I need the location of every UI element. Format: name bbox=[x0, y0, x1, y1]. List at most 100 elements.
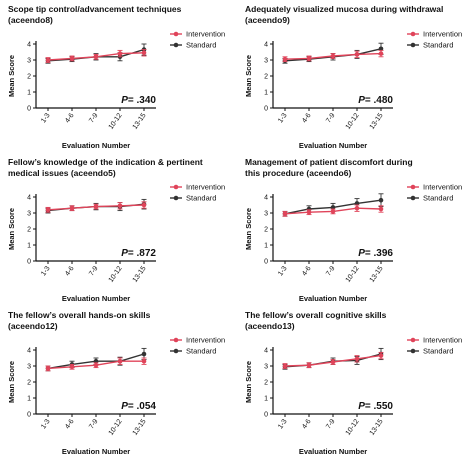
x-tick-label: 10-12 bbox=[108, 265, 124, 284]
y-axis-label: Mean Score bbox=[7, 208, 16, 250]
p-value: P= .550 bbox=[358, 401, 393, 412]
data-point bbox=[117, 51, 123, 56]
x-tick-label: 10-12 bbox=[345, 112, 361, 131]
chart-panel-5: The fellow’s overall hands-on skills (ace… bbox=[0, 306, 237, 464]
data-point bbox=[141, 50, 147, 56]
y-tick-label: 1 bbox=[264, 243, 268, 250]
p-value: P= .396 bbox=[358, 248, 393, 259]
series-intervention bbox=[45, 201, 147, 213]
x-tick-label: 13-15 bbox=[132, 418, 148, 437]
y-tick-label: 0 bbox=[264, 412, 268, 419]
x-tick-label: 4-6 bbox=[301, 112, 313, 124]
data-point bbox=[282, 56, 288, 62]
x-tick-label: 4-6 bbox=[301, 418, 313, 430]
x-tick-label: 1-3 bbox=[277, 112, 289, 124]
series-intervention bbox=[45, 49, 147, 63]
chart-panel-6: The fellow’s overall cognitive skills (ac… bbox=[237, 306, 474, 464]
y-tick-label: 3 bbox=[264, 211, 268, 218]
chart-title-line: (aceendo12) bbox=[8, 321, 58, 331]
data-point bbox=[306, 56, 312, 61]
chart-svg: Scope tip control/advancement techniques… bbox=[7, 4, 225, 150]
data-point bbox=[282, 363, 288, 369]
data-point bbox=[378, 197, 384, 203]
legend-label: Standard bbox=[186, 41, 216, 50]
x-tick-label: 4-6 bbox=[64, 265, 76, 277]
y-tick-label: 4 bbox=[264, 195, 268, 202]
x-tick-label: 10-12 bbox=[345, 418, 361, 437]
data-point bbox=[93, 204, 99, 209]
series-intervention bbox=[282, 49, 384, 63]
y-tick-label: 2 bbox=[264, 227, 268, 234]
data-point bbox=[93, 54, 99, 60]
data-point bbox=[45, 366, 51, 371]
y-tick-label: 4 bbox=[264, 42, 268, 49]
y-tick-label: 4 bbox=[27, 348, 31, 355]
legend-marker bbox=[173, 42, 179, 48]
legend-marker bbox=[173, 337, 179, 343]
legend-label: Standard bbox=[423, 194, 453, 203]
y-axis-label: Mean Score bbox=[7, 361, 16, 403]
chart-title-line: this procedure (aceendo6) bbox=[245, 168, 351, 178]
data-point bbox=[330, 209, 336, 214]
x-tick-label: 13-15 bbox=[132, 112, 148, 131]
x-tick-label: 7-9 bbox=[88, 418, 100, 430]
data-point bbox=[69, 364, 75, 370]
y-tick-label: 2 bbox=[27, 227, 31, 234]
legend-label: Intervention bbox=[186, 183, 225, 192]
x-tick-label: 7-9 bbox=[325, 112, 337, 124]
y-tick-label: 4 bbox=[264, 348, 268, 355]
y-axis-label: Mean Score bbox=[244, 361, 253, 403]
legend-label: Standard bbox=[423, 41, 453, 50]
data-point bbox=[69, 205, 75, 211]
data-point bbox=[306, 362, 312, 368]
chart-panel-1: Scope tip control/advancement techniques… bbox=[0, 0, 237, 158]
chart-svg: The fellow’s overall cognitive skills(ac… bbox=[244, 310, 462, 456]
series-intervention bbox=[282, 351, 384, 369]
data-point bbox=[354, 205, 360, 211]
x-axis-label: Evaluation Number bbox=[299, 447, 367, 456]
y-tick-label: 3 bbox=[27, 211, 31, 218]
data-point bbox=[378, 51, 384, 56]
legend-marker bbox=[410, 42, 416, 48]
chart-title-line: Scope tip control/advancement techniques bbox=[8, 4, 182, 14]
chart-title-line: The fellow’s overall cognitive skills bbox=[245, 310, 387, 320]
y-axis-label: Mean Score bbox=[244, 55, 253, 97]
chart-panel-3: Fellow’s knowledge of the indication & p… bbox=[0, 153, 237, 311]
y-tick-label: 1 bbox=[264, 396, 268, 403]
y-tick-label: 2 bbox=[27, 74, 31, 81]
chart-panel-4: Management of patient discomfort during t… bbox=[237, 153, 474, 311]
y-axis-label: Mean Score bbox=[244, 208, 253, 250]
data-point bbox=[141, 358, 147, 364]
y-tick-label: 4 bbox=[27, 42, 31, 49]
chart-svg: Management of patient discomfort duringt… bbox=[244, 157, 462, 303]
x-axis-label: Evaluation Number bbox=[299, 141, 367, 150]
y-tick-label: 3 bbox=[264, 58, 268, 65]
x-tick-label: 1-3 bbox=[40, 112, 52, 124]
chart-svg: Adequately visualized mucosa during with… bbox=[244, 4, 462, 150]
legend-marker bbox=[410, 195, 416, 201]
x-tick-label: 1-3 bbox=[40, 418, 52, 430]
legend-marker bbox=[173, 31, 179, 37]
data-point bbox=[117, 358, 123, 364]
chart-title-line: The fellow’s overall hands-on skills bbox=[8, 310, 151, 320]
y-tick-label: 0 bbox=[264, 259, 268, 266]
x-tick-label: 7-9 bbox=[88, 112, 100, 124]
legend-marker bbox=[410, 348, 416, 354]
legend-label: Intervention bbox=[186, 336, 225, 345]
data-point bbox=[378, 46, 384, 52]
y-tick-label: 3 bbox=[27, 364, 31, 371]
chart-title-line: Fellow’s knowledge of the indication & p… bbox=[8, 157, 203, 167]
x-tick-label: 13-15 bbox=[132, 265, 148, 284]
legend-label: Standard bbox=[423, 347, 453, 356]
data-point bbox=[330, 359, 336, 365]
data-point bbox=[378, 206, 384, 212]
chart-title-line: (aceendo13) bbox=[245, 321, 295, 331]
x-tick-label: 7-9 bbox=[325, 418, 337, 430]
y-tick-label: 0 bbox=[264, 106, 268, 113]
x-axis-label: Evaluation Number bbox=[62, 294, 130, 303]
x-tick-label: 1-3 bbox=[40, 265, 52, 277]
x-tick-label: 13-15 bbox=[369, 112, 385, 131]
legend-label: Intervention bbox=[423, 30, 462, 39]
y-tick-label: 1 bbox=[27, 396, 31, 403]
y-tick-label: 2 bbox=[264, 74, 268, 81]
